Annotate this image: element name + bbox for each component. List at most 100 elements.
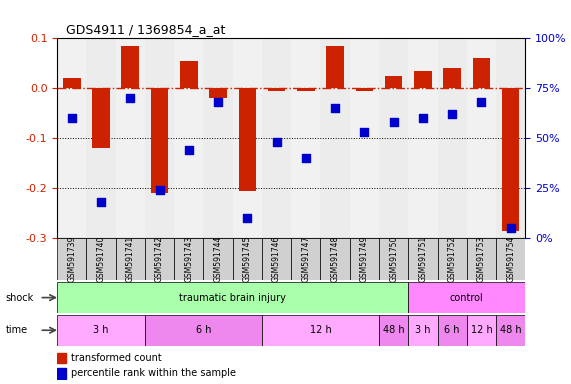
FancyBboxPatch shape — [408, 238, 437, 280]
FancyBboxPatch shape — [496, 238, 525, 280]
Point — [331, 105, 340, 111]
Text: GSM591743: GSM591743 — [184, 236, 194, 282]
Text: time: time — [6, 325, 28, 335]
Bar — [57, 38, 86, 238]
Text: 6 h: 6 h — [196, 325, 211, 335]
Text: GSM591750: GSM591750 — [389, 236, 398, 282]
Bar — [180, 61, 198, 88]
Bar — [262, 38, 291, 238]
Point — [419, 115, 428, 121]
Bar — [385, 76, 403, 88]
Text: 3 h: 3 h — [415, 325, 431, 335]
Point — [360, 129, 369, 135]
Bar — [86, 38, 115, 238]
FancyBboxPatch shape — [115, 238, 145, 280]
Point — [96, 199, 106, 205]
Point — [301, 155, 311, 161]
Bar — [414, 71, 432, 88]
Bar — [239, 88, 256, 191]
Text: GDS4911 / 1369854_a_at: GDS4911 / 1369854_a_at — [66, 23, 226, 36]
Text: 12 h: 12 h — [309, 325, 331, 335]
Bar — [174, 38, 203, 238]
FancyBboxPatch shape — [379, 238, 408, 280]
Bar — [349, 38, 379, 238]
Point — [272, 139, 281, 145]
Text: GSM591740: GSM591740 — [96, 236, 106, 282]
FancyBboxPatch shape — [496, 315, 525, 346]
FancyBboxPatch shape — [437, 315, 467, 346]
FancyBboxPatch shape — [86, 238, 115, 280]
FancyBboxPatch shape — [203, 238, 233, 280]
Bar — [57, 353, 66, 363]
Bar — [379, 38, 408, 238]
Bar — [93, 88, 110, 148]
Bar — [115, 38, 145, 238]
Bar — [496, 38, 525, 238]
Bar — [473, 58, 490, 88]
Bar — [151, 88, 168, 193]
Text: GSM591748: GSM591748 — [331, 236, 340, 282]
FancyBboxPatch shape — [437, 238, 467, 280]
Text: GSM591744: GSM591744 — [214, 236, 223, 282]
Text: 3 h: 3 h — [93, 325, 108, 335]
Text: GSM591746: GSM591746 — [272, 236, 281, 282]
Bar — [122, 46, 139, 88]
FancyBboxPatch shape — [262, 238, 291, 280]
Bar — [268, 88, 286, 91]
FancyBboxPatch shape — [320, 238, 349, 280]
Text: traumatic brain injury: traumatic brain injury — [179, 293, 286, 303]
Point — [477, 99, 486, 105]
FancyBboxPatch shape — [57, 238, 86, 280]
Bar — [356, 88, 373, 91]
Text: transformed count: transformed count — [71, 353, 162, 363]
Bar — [437, 38, 467, 238]
Text: 6 h: 6 h — [444, 325, 460, 335]
Text: GSM591751: GSM591751 — [419, 236, 428, 282]
Bar — [145, 38, 174, 238]
Bar — [320, 38, 349, 238]
FancyBboxPatch shape — [379, 315, 408, 346]
Point — [506, 225, 515, 231]
FancyBboxPatch shape — [408, 315, 437, 346]
Bar — [326, 46, 344, 88]
FancyBboxPatch shape — [145, 238, 174, 280]
Point — [448, 111, 457, 118]
FancyBboxPatch shape — [349, 238, 379, 280]
FancyBboxPatch shape — [57, 315, 145, 346]
Text: GSM591754: GSM591754 — [506, 236, 515, 282]
Text: percentile rank within the sample: percentile rank within the sample — [71, 368, 236, 378]
FancyBboxPatch shape — [291, 238, 320, 280]
Bar — [467, 38, 496, 238]
Bar — [57, 368, 66, 379]
FancyBboxPatch shape — [57, 282, 408, 313]
Point — [184, 147, 194, 153]
Text: 12 h: 12 h — [471, 325, 492, 335]
Text: GSM591753: GSM591753 — [477, 236, 486, 282]
Text: control: control — [450, 293, 484, 303]
Text: shock: shock — [6, 293, 34, 303]
Text: GSM591747: GSM591747 — [301, 236, 311, 282]
FancyBboxPatch shape — [174, 238, 203, 280]
Bar — [203, 38, 233, 238]
Bar — [502, 88, 520, 230]
Point — [243, 215, 252, 221]
FancyBboxPatch shape — [233, 238, 262, 280]
Text: 48 h: 48 h — [383, 325, 404, 335]
Point — [214, 99, 223, 105]
Text: GSM591749: GSM591749 — [360, 236, 369, 282]
Point — [155, 187, 164, 193]
Point — [126, 95, 135, 101]
Bar — [291, 38, 320, 238]
Text: GSM591745: GSM591745 — [243, 236, 252, 282]
Bar — [408, 38, 437, 238]
Bar — [209, 88, 227, 98]
FancyBboxPatch shape — [262, 315, 379, 346]
Point — [67, 115, 77, 121]
Bar — [233, 38, 262, 238]
Text: GSM591752: GSM591752 — [448, 236, 457, 282]
Bar — [63, 78, 81, 88]
FancyBboxPatch shape — [467, 315, 496, 346]
FancyBboxPatch shape — [467, 238, 496, 280]
FancyBboxPatch shape — [408, 282, 525, 313]
Text: GSM591741: GSM591741 — [126, 236, 135, 282]
